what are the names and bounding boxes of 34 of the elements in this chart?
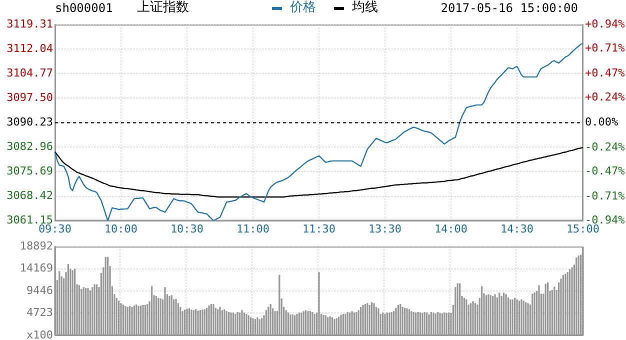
x-tick-label: 14:00 [434,222,468,236]
y-tick-label: 4723 [26,306,53,320]
y2-tick-label: 0.00% [585,116,618,129]
y-tick-label: x100 [26,328,53,340]
y-tick-label: 3119.31 [6,17,53,30]
x-tick-label: 10:30 [170,222,204,236]
x-tick-label: 11:30 [302,222,336,236]
legend-label: 价格 [290,0,316,16]
chart-title: 上证指数 [137,0,189,16]
y-tick-label: 14169 [20,262,53,275]
y2-tick-label: -0.47% [585,164,626,178]
y-tick-label: 3104.77 [6,66,53,80]
x-tick-label: 11:00 [236,222,270,236]
legend-label: 均线 [352,0,378,16]
y2-tick-label: +0.71% [585,41,626,54]
y-tick-label: 3068.42 [6,189,53,202]
y-tick-label: 3075.69 [6,164,53,178]
y2-tick-label: -0.71% [585,190,626,203]
y-tick-label: 3112.04 [6,42,54,55]
text: 2017-05-16 15:00:00 [440,0,578,16]
y-tick-label: 18892 [20,239,53,252]
x-tick-label: 13:30 [368,222,402,236]
y-tick-label: 9446 [26,284,53,297]
y2-tick-label: +0.24% [585,90,626,104]
y2-tick-label: -0.24% [585,140,626,154]
x-tick-label: 10:00 [104,222,138,236]
y-tick-label: 3097.50 [6,91,53,104]
y-tick-label: 3082.96 [6,140,53,154]
x-tick-label: 15:00 [566,222,600,236]
y2-tick-label: +0.47% [585,66,626,80]
chart-subtitle: sh000001 [55,0,113,16]
y2-tick-label: +0.94% [585,17,626,30]
y-tick-label: 3090.23 [6,116,53,129]
x-tick-label: 14:30 [500,222,534,236]
